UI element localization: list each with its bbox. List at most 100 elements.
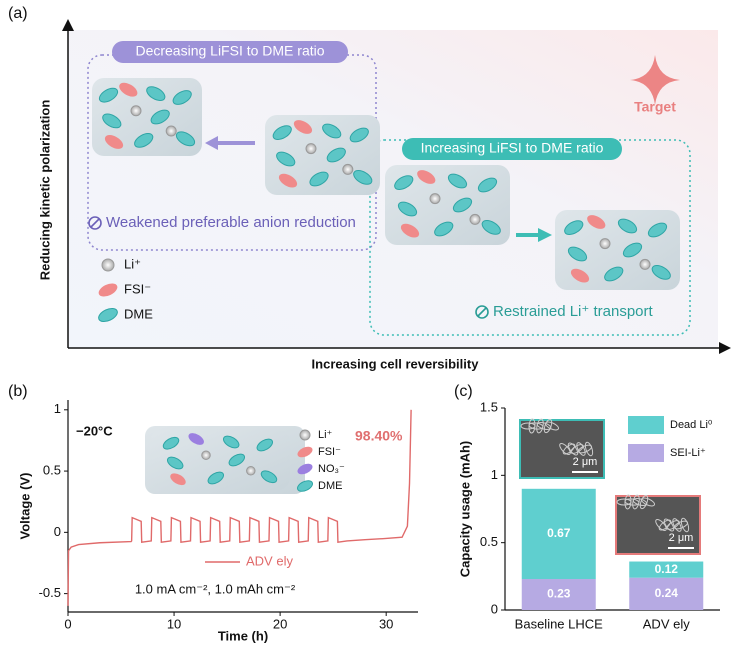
li-ion <box>429 193 441 205</box>
dme-molecule <box>564 220 584 236</box>
legend-swatch <box>628 444 664 462</box>
y-tick-label: 1.5 <box>480 399 498 414</box>
legend-label: SEI-Li⁺ <box>670 447 706 459</box>
legend-swatch <box>628 416 664 434</box>
dme-molecule <box>162 436 180 450</box>
inset-legend-marker <box>297 446 313 458</box>
dme-molecule <box>617 218 638 234</box>
sem-texture <box>543 418 553 434</box>
sem-image <box>615 495 701 555</box>
dme-molecule <box>228 453 246 467</box>
dme-molecule <box>394 175 414 191</box>
sem-texture <box>639 494 649 510</box>
y-tick-label: 0 <box>491 601 498 616</box>
sem-texture <box>680 517 690 533</box>
y-tick-label: 0.5 <box>43 463 61 478</box>
inset-legend-marker <box>297 463 313 475</box>
fsi-anion <box>293 120 313 134</box>
x-tick-label: 30 <box>379 616 393 631</box>
no-icon <box>88 216 102 230</box>
x-tick-label: Baseline LHCE <box>515 616 603 631</box>
right-arrow-head <box>538 228 552 242</box>
dme-molecule <box>481 219 501 235</box>
li-ion <box>342 163 354 175</box>
y-axis-label: Voltage (V) <box>17 473 32 540</box>
sem-texture <box>584 441 594 457</box>
efficiency: 98.40% <box>355 428 403 444</box>
y-axis-label: Capacity usage (mAh) <box>457 441 472 578</box>
left-arrow-head <box>205 136 218 150</box>
dme-molecule <box>276 151 296 167</box>
x-tick-label: ADV ely <box>643 616 690 631</box>
legend-li <box>101 258 115 272</box>
dme-molecule <box>134 132 154 148</box>
right-title-pill <box>402 138 622 160</box>
legend-label: Dead Li⁰ <box>670 419 713 431</box>
dme-molecule <box>175 131 196 147</box>
value-label: 0.12 <box>655 562 679 576</box>
dme-molecule <box>322 123 342 139</box>
x-axis-label: Time (h) <box>218 628 268 643</box>
dme-molecule <box>166 456 184 470</box>
fsi-anion <box>587 215 606 229</box>
dme-molecule <box>622 242 643 258</box>
dme-molecule <box>326 147 346 163</box>
y-tick-label: 1 <box>54 401 61 416</box>
legend-dme <box>98 307 118 323</box>
bar-segment <box>629 561 704 578</box>
li-ion <box>469 213 481 225</box>
fsi-anion <box>104 135 124 149</box>
fsi-anion <box>188 433 204 445</box>
legend-label: Li⁺ <box>124 256 141 271</box>
legend-label: ADV ely <box>246 553 293 568</box>
voltage-line <box>67 409 412 606</box>
right-title: Increasing LiFSI to DME ratio <box>421 140 604 156</box>
fsi-anion <box>570 268 590 283</box>
y-tick-label: 0.5 <box>480 534 498 549</box>
dme-molecule <box>207 471 225 485</box>
panel-label: (b) <box>8 383 28 400</box>
left-caption: Weakened preferable anion reduction <box>106 214 356 231</box>
right-caption: Restrained Li⁺ transport <box>493 303 653 320</box>
panel-label: (c) <box>454 383 473 400</box>
y-tick-label: -0.5 <box>39 585 61 600</box>
target-star <box>630 55 680 105</box>
dme-molecule <box>309 171 329 187</box>
dme-molecule <box>260 470 278 484</box>
bar-segment <box>521 579 596 610</box>
no-icon <box>477 307 487 317</box>
dme-molecule <box>272 125 292 141</box>
legend-label: DME <box>124 306 153 321</box>
dme-molecule <box>172 90 192 105</box>
dme-molecule <box>98 87 119 103</box>
fsi-anion <box>170 473 186 486</box>
target-label: Target <box>634 99 676 115</box>
inset-legend-marker <box>299 429 311 441</box>
scale-bar-label: 2 μm <box>669 532 694 544</box>
dme-molecule <box>447 173 468 189</box>
panel-a-legend: Li⁺ FSI⁻ DME <box>98 256 153 323</box>
dme-molecule <box>477 177 498 193</box>
dme-molecule <box>222 435 240 449</box>
dme-molecule <box>353 169 373 185</box>
legend-label: FSI⁻ <box>124 281 151 296</box>
inset-legend-label: DME <box>318 480 342 492</box>
sem-texture <box>544 421 560 431</box>
sem-texture <box>640 497 656 507</box>
li-ion <box>165 125 177 137</box>
dme-molecule <box>150 109 170 125</box>
dme-molecule <box>349 127 369 143</box>
x-tick-label: 10 <box>167 616 181 631</box>
value-label: 0.67 <box>547 526 571 540</box>
dme-molecule <box>397 201 418 217</box>
temperature: −20°C <box>76 423 113 438</box>
cluster <box>385 165 510 245</box>
conditions: 1.0 mA cm⁻², 1.0 mAh cm⁻² <box>135 581 296 596</box>
cluster <box>150 430 290 490</box>
legend-fsi <box>98 283 118 297</box>
value-label: 0.24 <box>655 586 679 600</box>
li-ion <box>130 105 142 117</box>
dme-molecule <box>647 222 668 238</box>
bar-segment <box>521 488 596 580</box>
